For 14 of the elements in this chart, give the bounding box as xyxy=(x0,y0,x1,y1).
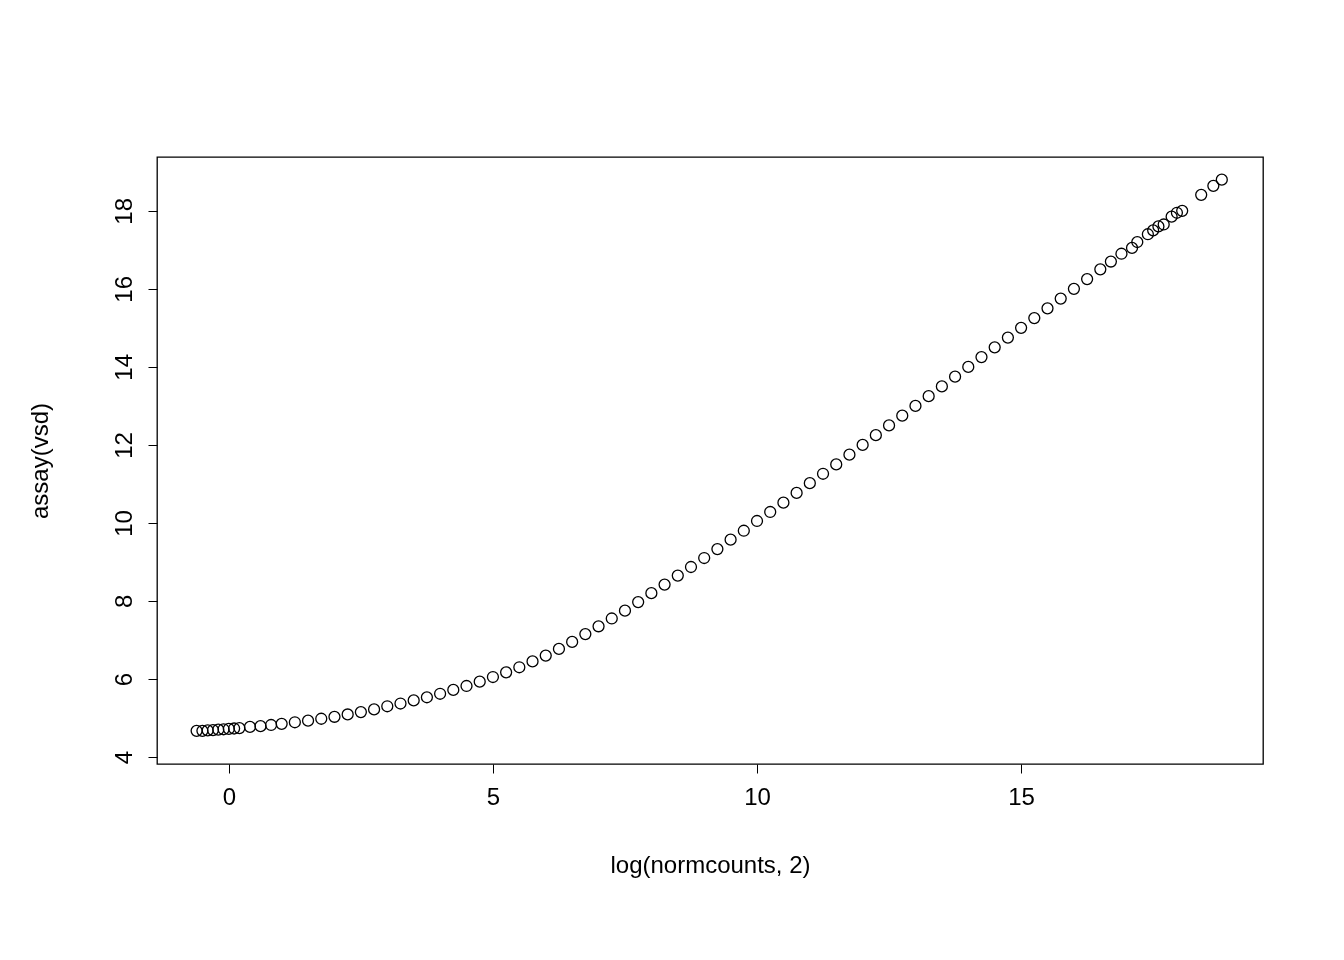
y-tick-label: 6 xyxy=(109,672,137,687)
y-tick-label: 18 xyxy=(109,197,137,225)
y-axis-title: assay(vsd) xyxy=(25,402,53,520)
y-tick-label: 4 xyxy=(109,750,137,765)
y-tick-label: 12 xyxy=(109,432,137,459)
y-tick-label: 16 xyxy=(109,276,137,303)
y-tick-label: 14 xyxy=(109,354,137,381)
x-tick-label: 10 xyxy=(744,782,771,810)
x-tick-label: 15 xyxy=(1008,782,1035,810)
x-tick-label: 0 xyxy=(222,782,237,810)
y-tick-label: 10 xyxy=(109,510,137,537)
x-tick-label: 5 xyxy=(486,782,501,810)
x-axis-title: log(normcounts, 2) xyxy=(610,850,811,878)
y-tick-label: 8 xyxy=(109,594,137,609)
